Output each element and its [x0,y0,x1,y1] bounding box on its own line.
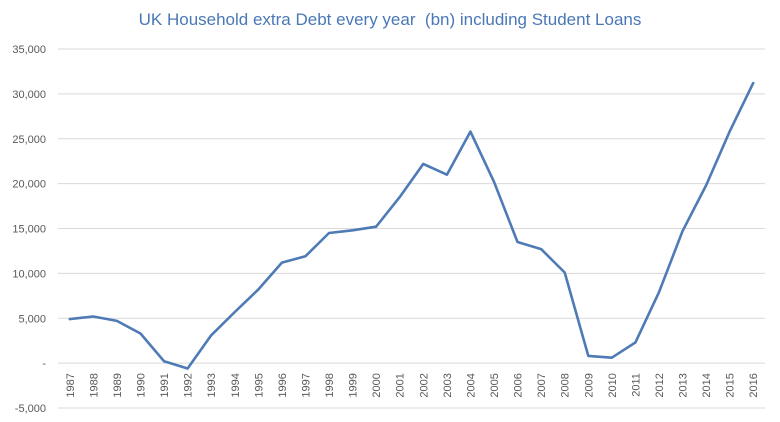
x-tick-label: 2000 [371,373,383,397]
y-tick-label: 10,000 [12,268,46,280]
x-tick-label: 2010 [607,373,619,397]
x-tick-label: 1994 [230,373,242,397]
x-tick-label: 2008 [560,373,572,397]
y-tick-label: 15,000 [12,224,46,236]
x-tick-label: 2011 [630,373,642,397]
x-tick-label: 2013 [678,373,690,397]
x-tick-label: 2016 [748,373,760,397]
gridlines [58,48,765,409]
x-tick-label: 2001 [395,373,407,397]
x-tick-label: 1991 [159,373,171,397]
y-tick-label: 5,000 [18,313,46,325]
x-tick-label: 1999 [348,373,360,397]
y-tick-label: 35,000 [12,44,46,56]
x-tick-label: 1989 [112,373,124,397]
x-tick-label: 2014 [701,373,713,397]
x-tick-label: 2006 [513,373,525,397]
y-tick-label: 20,000 [12,179,46,191]
x-tick-label: 2004 [465,373,477,397]
x-tick-label: 1997 [300,373,312,397]
x-tick-label: 2012 [654,373,666,397]
y-tick-label: -5,000 [15,403,46,415]
x-axis-ticks: 1987 1988 1989 1990 1991 1992 1993 1994 1995 1996… [65,373,760,397]
x-tick-label: 1996 [277,373,289,397]
x-tick-label: 1988 [88,373,100,397]
y-tick-label: - [42,358,46,370]
y-axis-ticks: -5,000-5,00010,00015,00020,00025,00030,0… [12,44,46,415]
x-tick-label: 2009 [583,373,595,397]
x-tick-label: 1993 [206,373,218,397]
x-tick-label: 2003 [442,373,454,397]
x-tick-label: 1995 [253,373,265,397]
chart-title: UK Household extra Debt every year (bn) … [138,10,642,29]
series-line [68,81,755,370]
x-tick-label: 1990 [135,373,147,397]
x-tick-label: 1998 [324,373,336,397]
x-tick-label: 1987 [65,373,77,397]
x-tick-label: 1992 [183,373,195,397]
x-tick-label: 2015 [725,373,737,397]
x-tick-label: 2002 [418,373,430,397]
x-tick-label: 2007 [536,373,548,397]
y-tick-label: 25,000 [12,134,46,146]
series-layer [68,81,755,370]
x-tick-label: 2005 [489,373,501,397]
y-tick-label: 30,000 [12,89,46,101]
